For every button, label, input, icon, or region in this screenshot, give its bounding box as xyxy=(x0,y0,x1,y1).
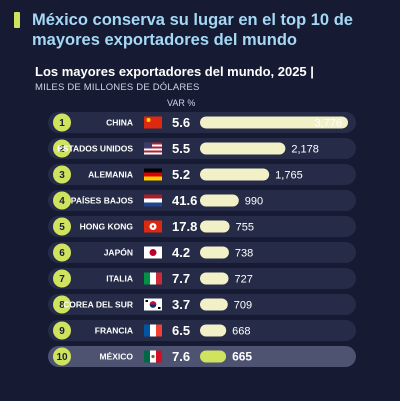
var-pct-value: 4.2 xyxy=(172,245,190,260)
export-bar xyxy=(200,350,227,363)
rank-number: 9 xyxy=(59,326,65,337)
hongkong-flag-icon xyxy=(144,220,162,233)
var-pct-value: 7.7 xyxy=(172,271,190,286)
value-label: 2,178 xyxy=(291,144,319,156)
value-label: 3,776 xyxy=(314,118,342,130)
rank-circle xyxy=(53,217,71,236)
row: 9 FRANCIA 6.5 668 xyxy=(48,320,356,341)
rank-number: 6 xyxy=(59,248,65,259)
rank-circle xyxy=(53,321,71,340)
var-pct-value: 5.6 xyxy=(172,115,190,130)
rank-circle xyxy=(53,269,71,288)
mexico-flag-icon xyxy=(144,350,162,363)
var-pct-value: 5.2 xyxy=(172,167,190,182)
rank-circle xyxy=(53,139,71,158)
value-label: 727 xyxy=(234,274,252,286)
row: 6 JAPÓN 4.2 738 xyxy=(48,242,356,263)
value-label: 755 xyxy=(236,222,254,234)
var-pct-value: 17.8 xyxy=(172,219,197,234)
unit-label: MILES DE MILLONES DE DÓLARES xyxy=(35,82,200,93)
value-label: 738 xyxy=(235,248,253,260)
country-label: ESTADOS UNIDOS xyxy=(57,144,133,154)
germany-flag-icon xyxy=(144,168,162,181)
row: 5 HONG KONG 17.8 755 xyxy=(48,216,356,237)
var-pct-value: 5.5 xyxy=(172,141,190,156)
var-header: VAR % xyxy=(167,98,196,108)
headline: México conserva su lugar en el top 10 de… xyxy=(32,11,353,49)
value-label: 668 xyxy=(232,326,250,338)
value-label: 990 xyxy=(245,196,263,208)
netherlands-flag-icon xyxy=(144,194,162,207)
japan-flag-icon xyxy=(144,246,162,259)
korea-flag-icon xyxy=(144,298,162,311)
value-label: 1,765 xyxy=(275,170,303,182)
var-pct-value: 6.5 xyxy=(172,323,190,338)
country-label: HONG KONG xyxy=(80,222,134,232)
china-flag-icon xyxy=(144,116,162,129)
country-label: COREA DEL SUR xyxy=(63,300,133,310)
rank-number: 3 xyxy=(59,170,65,181)
export-bar xyxy=(200,272,229,285)
export-bar xyxy=(200,194,239,207)
export-bar xyxy=(200,116,348,129)
rank-number: 10 xyxy=(56,352,68,363)
rank-circle xyxy=(53,113,71,132)
rank-circle xyxy=(53,243,71,262)
rank-number: 7 xyxy=(59,274,65,285)
row: 7 ITALIA 7.7 727 xyxy=(48,268,356,289)
rank-circle xyxy=(53,165,71,184)
row-highlight: 10 MÉXICO 7.6 665 xyxy=(48,346,356,367)
row: 1 CHINA 5.6 3,776 xyxy=(48,112,356,133)
export-bar xyxy=(200,324,227,337)
rank-number: 5 xyxy=(59,222,65,233)
rank-number: 2 xyxy=(59,144,65,155)
chart-subtitle: Los mayores exportadores del mundo, 2025… xyxy=(35,64,314,79)
export-bar xyxy=(200,168,270,181)
export-bar xyxy=(200,220,230,233)
rank-number: 4 xyxy=(59,196,65,207)
country-label: JAPÓN xyxy=(104,247,133,258)
france-flag-icon xyxy=(144,324,162,337)
export-bar xyxy=(200,298,228,311)
italy-flag-icon xyxy=(144,272,162,285)
country-label: ITALIA xyxy=(106,274,133,284)
value-label: 665 xyxy=(232,350,252,364)
row: 4 PAÍSES BAJOS 41.6 990 xyxy=(48,190,356,211)
country-label: ALEMANIA xyxy=(88,170,133,180)
row: 3 ALEMANIA 5.2 1,765 xyxy=(48,164,356,185)
rank-circle xyxy=(53,347,71,366)
var-pct-value: 41.6 xyxy=(172,193,197,208)
var-pct-value: 3.7 xyxy=(172,297,190,312)
country-label: PAÍSES BAJOS xyxy=(71,196,134,206)
value-label: 709 xyxy=(234,300,252,312)
country-label: CHINA xyxy=(106,118,133,128)
country-label: FRANCIA xyxy=(95,326,133,336)
rank-number: 1 xyxy=(59,118,65,129)
var-pct-value: 7.6 xyxy=(172,349,190,364)
rank-number: 8 xyxy=(59,300,65,311)
export-bar xyxy=(200,142,286,155)
accent-bar xyxy=(14,12,20,28)
export-bar xyxy=(200,246,229,259)
country-label: MÉXICO xyxy=(99,352,133,362)
usa-flag-icon xyxy=(144,142,162,155)
rank-circle xyxy=(53,295,71,314)
rank-circle xyxy=(53,191,71,210)
